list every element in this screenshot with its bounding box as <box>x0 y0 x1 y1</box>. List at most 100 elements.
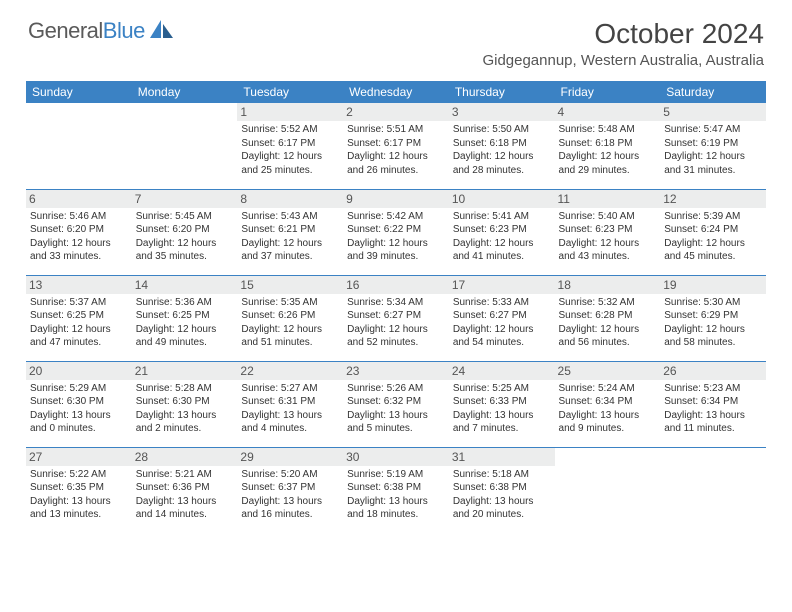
daylight-text: Daylight: 12 hours and 56 minutes. <box>559 323 657 350</box>
calendar-day-cell: 10Sunrise: 5:41 AMSunset: 6:23 PMDayligh… <box>449 189 555 275</box>
sunrise-text: Sunrise: 5:26 AM <box>347 382 445 396</box>
sunrise-text: Sunrise: 5:18 AM <box>453 468 551 482</box>
sunrise-text: Sunrise: 5:24 AM <box>559 382 657 396</box>
daylight-text: Daylight: 12 hours and 37 minutes. <box>241 237 339 264</box>
sunrise-text: Sunrise: 5:45 AM <box>136 210 234 224</box>
sunrise-text: Sunrise: 5:47 AM <box>664 123 762 137</box>
day-number: 18 <box>555 276 661 294</box>
brand-logo: GeneralBlue <box>28 18 175 44</box>
daylight-text: Daylight: 13 hours and 20 minutes. <box>453 495 551 522</box>
sunset-text: Sunset: 6:24 PM <box>664 223 762 237</box>
day-number: 8 <box>237 190 343 208</box>
calendar-table: Sunday Monday Tuesday Wednesday Thursday… <box>26 81 766 533</box>
sunrise-text: Sunrise: 5:39 AM <box>664 210 762 224</box>
day-number <box>660 448 766 466</box>
sunset-text: Sunset: 6:30 PM <box>30 395 128 409</box>
day-details: Sunrise: 5:36 AMSunset: 6:25 PMDaylight:… <box>136 296 234 350</box>
day-number: 27 <box>26 448 132 466</box>
daylight-text: Daylight: 12 hours and 45 minutes. <box>664 237 762 264</box>
calendar-day-cell: 14Sunrise: 5:36 AMSunset: 6:25 PMDayligh… <box>132 275 238 361</box>
day-number: 5 <box>660 103 766 121</box>
sunset-text: Sunset: 6:38 PM <box>347 481 445 495</box>
sunset-text: Sunset: 6:19 PM <box>664 137 762 151</box>
weekday-header-row: Sunday Monday Tuesday Wednesday Thursday… <box>26 81 766 103</box>
calendar-day-cell: 5 Sunrise: 5:47 AMSunset: 6:19 PMDaylight… <box>660 103 766 189</box>
calendar-day-cell: 12Sunrise: 5:39 AMSunset: 6:24 PMDayligh… <box>660 189 766 275</box>
calendar-day-cell <box>132 103 238 189</box>
day-number: 19 <box>660 276 766 294</box>
calendar-day-cell: 16Sunrise: 5:34 AMSunset: 6:27 PMDayligh… <box>343 275 449 361</box>
daylight-text: Daylight: 13 hours and 14 minutes. <box>136 495 234 522</box>
day-details: Sunrise: 5:41 AMSunset: 6:23 PMDaylight:… <box>453 210 551 264</box>
calendar-day-cell: 31 Sunrise: 5:18 AMSunset: 6:38 PMDayligh… <box>449 447 555 533</box>
calendar-week-row: 13Sunrise: 5:37 AMSunset: 6:25 PMDayligh… <box>26 275 766 361</box>
calendar-day-cell: 28Sunrise: 5:21 AMSunset: 6:36 PMDayligh… <box>132 447 238 533</box>
daylight-text: Daylight: 13 hours and 11 minutes. <box>664 409 762 436</box>
sunrise-text: Sunrise: 5:23 AM <box>664 382 762 396</box>
day-number <box>132 103 238 121</box>
day-number: 21 <box>132 362 238 380</box>
sunset-text: Sunset: 6:29 PM <box>664 309 762 323</box>
sunrise-text: Sunrise: 5:52 AM <box>241 123 339 137</box>
day-number: 31 <box>449 448 555 466</box>
calendar-day-cell: 6Sunrise: 5:46 AMSunset: 6:20 PMDaylight… <box>26 189 132 275</box>
daylight-text: Daylight: 13 hours and 16 minutes. <box>241 495 339 522</box>
day-number: 17 <box>449 276 555 294</box>
day-number: 7 <box>132 190 238 208</box>
day-details: Sunrise: 5:52 AMSunset: 6:17 PMDaylight:… <box>241 123 339 177</box>
calendar-week-row: 1 Sunrise: 5:52 AMSunset: 6:17 PMDaylight… <box>26 103 766 189</box>
calendar-week-row: 6Sunrise: 5:46 AMSunset: 6:20 PMDaylight… <box>26 189 766 275</box>
sunset-text: Sunset: 6:34 PM <box>664 395 762 409</box>
day-number: 6 <box>26 190 132 208</box>
sunrise-text: Sunrise: 5:22 AM <box>30 468 128 482</box>
calendar-day-cell: 7 Sunrise: 5:45 AMSunset: 6:20 PMDaylight… <box>132 189 238 275</box>
sunset-text: Sunset: 6:25 PM <box>30 309 128 323</box>
calendar-day-cell: 11Sunrise: 5:40 AMSunset: 6:23 PMDayligh… <box>555 189 661 275</box>
daylight-text: Daylight: 12 hours and 58 minutes. <box>664 323 762 350</box>
sunset-text: Sunset: 6:17 PM <box>347 137 445 151</box>
weekday-header: Sunday <box>26 81 132 103</box>
weekday-header: Thursday <box>449 81 555 103</box>
sunset-text: Sunset: 6:18 PM <box>559 137 657 151</box>
calendar-day-cell: 2Sunrise: 5:51 AMSunset: 6:17 PMDaylight… <box>343 103 449 189</box>
calendar-day-cell: 25Sunrise: 5:24 AMSunset: 6:34 PMDayligh… <box>555 361 661 447</box>
weekday-header: Tuesday <box>237 81 343 103</box>
calendar-week-row: 27Sunrise: 5:22 AMSunset: 6:35 PMDayligh… <box>26 447 766 533</box>
day-number: 11 <box>555 190 661 208</box>
calendar-day-cell: 24Sunrise: 5:25 AMSunset: 6:33 PMDayligh… <box>449 361 555 447</box>
daylight-text: Daylight: 13 hours and 13 minutes. <box>30 495 128 522</box>
calendar-day-cell: 27 Sunrise: 5:22 AMSunset: 6:35 PMDayligh… <box>26 447 132 533</box>
brand-part2: Blue <box>103 18 145 43</box>
calendar-day-cell: 8Sunrise: 5:43 AMSunset: 6:21 PMDaylight… <box>237 189 343 275</box>
sunset-text: Sunset: 6:17 PM <box>241 137 339 151</box>
day-number: 23 <box>343 362 449 380</box>
brand-part1: General <box>28 18 103 43</box>
sunset-text: Sunset: 6:31 PM <box>241 395 339 409</box>
calendar-day-cell: 29Sunrise: 5:20 AMSunset: 6:37 PMDayligh… <box>237 447 343 533</box>
day-details: Sunrise: 5:27 AMSunset: 6:31 PMDaylight:… <box>241 382 339 436</box>
daylight-text: Daylight: 12 hours and 33 minutes. <box>30 237 128 264</box>
sunrise-text: Sunrise: 5:21 AM <box>136 468 234 482</box>
day-number: 2 <box>343 103 449 121</box>
daylight-text: Daylight: 13 hours and 5 minutes. <box>347 409 445 436</box>
daylight-text: Daylight: 12 hours and 54 minutes. <box>453 323 551 350</box>
sunrise-text: Sunrise: 5:50 AM <box>453 123 551 137</box>
weekday-header: Wednesday <box>343 81 449 103</box>
day-details: Sunrise: 5:18 AMSunset: 6:38 PMDaylight:… <box>453 468 551 522</box>
sunset-text: Sunset: 6:20 PM <box>136 223 234 237</box>
day-details: Sunrise: 5:47 AMSunset: 6:19 PMDaylight:… <box>664 123 762 177</box>
day-number: 22 <box>237 362 343 380</box>
day-number: 1 <box>237 103 343 121</box>
daylight-text: Daylight: 12 hours and 51 minutes. <box>241 323 339 350</box>
day-number <box>555 448 661 466</box>
day-number: 29 <box>237 448 343 466</box>
daylight-text: Daylight: 12 hours and 39 minutes. <box>347 237 445 264</box>
calendar-day-cell: 22 Sunrise: 5:27 AMSunset: 6:31 PMDayligh… <box>237 361 343 447</box>
daylight-text: Daylight: 12 hours and 35 minutes. <box>136 237 234 264</box>
day-number: 13 <box>26 276 132 294</box>
sunrise-text: Sunrise: 5:32 AM <box>559 296 657 310</box>
day-details: Sunrise: 5:32 AMSunset: 6:28 PMDaylight:… <box>559 296 657 350</box>
calendar-day-cell: 1 Sunrise: 5:52 AMSunset: 6:17 PMDaylight… <box>237 103 343 189</box>
sunset-text: Sunset: 6:35 PM <box>30 481 128 495</box>
calendar-day-cell: 15Sunrise: 5:35 AMSunset: 6:26 PMDayligh… <box>237 275 343 361</box>
